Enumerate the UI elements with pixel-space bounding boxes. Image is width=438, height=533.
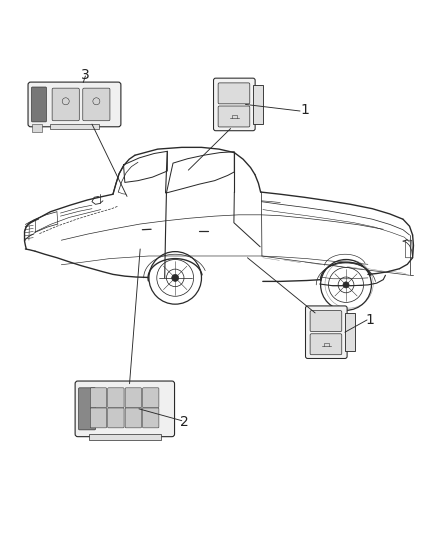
- FancyBboxPatch shape: [142, 388, 159, 408]
- FancyBboxPatch shape: [218, 106, 250, 127]
- Text: 1: 1: [366, 313, 374, 327]
- Bar: [253, 85, 263, 124]
- Bar: [89, 434, 161, 440]
- FancyBboxPatch shape: [310, 311, 342, 332]
- FancyBboxPatch shape: [90, 388, 106, 408]
- FancyBboxPatch shape: [125, 408, 141, 428]
- Text: 3: 3: [81, 68, 90, 82]
- Bar: [50, 124, 99, 130]
- FancyBboxPatch shape: [32, 87, 46, 122]
- FancyBboxPatch shape: [108, 408, 124, 428]
- Circle shape: [172, 274, 179, 281]
- Text: 1: 1: [300, 103, 309, 117]
- FancyBboxPatch shape: [28, 82, 121, 127]
- FancyBboxPatch shape: [305, 306, 347, 359]
- FancyBboxPatch shape: [214, 78, 255, 131]
- Circle shape: [343, 282, 349, 288]
- FancyBboxPatch shape: [108, 388, 124, 408]
- Text: 2: 2: [180, 415, 188, 429]
- FancyBboxPatch shape: [310, 334, 342, 355]
- Bar: [32, 124, 42, 132]
- FancyBboxPatch shape: [125, 388, 141, 408]
- Bar: [345, 313, 355, 351]
- FancyBboxPatch shape: [90, 408, 106, 428]
- FancyBboxPatch shape: [83, 88, 110, 121]
- FancyBboxPatch shape: [78, 388, 95, 430]
- FancyBboxPatch shape: [75, 381, 174, 437]
- FancyBboxPatch shape: [52, 88, 79, 121]
- FancyBboxPatch shape: [218, 83, 250, 104]
- FancyBboxPatch shape: [142, 408, 159, 428]
